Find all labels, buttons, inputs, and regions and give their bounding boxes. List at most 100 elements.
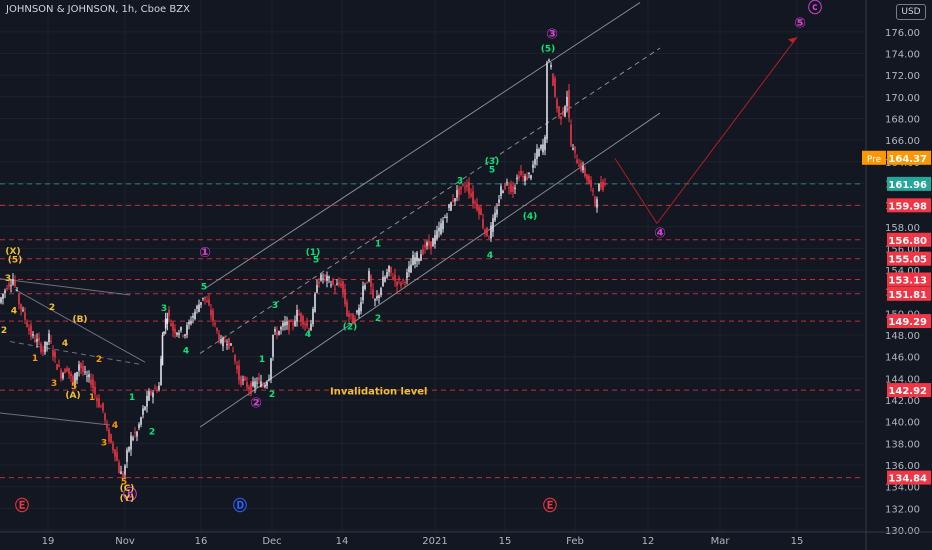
candle-body <box>520 170 522 176</box>
candle-body <box>182 335 184 337</box>
candle-body <box>552 73 554 86</box>
wave-label: 3 <box>5 274 11 284</box>
y-tick-label: 146.00 <box>885 353 920 364</box>
wave-label: (1) <box>306 248 321 258</box>
candle-body <box>572 148 574 150</box>
candle-body <box>98 398 100 408</box>
currency-button[interactable]: USD <box>896 4 926 20</box>
candle-body <box>24 312 26 320</box>
candle-body <box>360 302 362 312</box>
candle-body <box>434 234 436 245</box>
x-tick-label: 14 <box>336 536 349 547</box>
candle-body <box>290 321 292 323</box>
candle-body <box>548 59 550 61</box>
candle-body <box>356 310 358 313</box>
drawing-forecast <box>614 158 658 224</box>
candle-body <box>528 172 530 175</box>
candle-body <box>474 201 476 204</box>
candle-body <box>490 225 492 239</box>
candle-body <box>96 397 98 402</box>
candle-body <box>136 431 138 437</box>
wave-label: 2 <box>1 326 7 336</box>
candle-body <box>590 180 592 188</box>
candle-body <box>390 266 392 273</box>
candle-body <box>304 323 306 325</box>
candle-body <box>196 306 198 309</box>
candle-body <box>372 289 374 298</box>
candle-body <box>62 373 64 379</box>
candle-body <box>8 283 10 287</box>
wave-label: 5 <box>489 166 495 176</box>
candle-body <box>220 339 222 343</box>
candle-body <box>600 181 602 188</box>
candle-body <box>76 371 78 380</box>
y-tick-label: 140.00 <box>885 418 920 429</box>
price-tag <box>887 383 931 398</box>
wave-label: (A) <box>65 391 80 401</box>
wave-label: 1 <box>89 393 95 403</box>
drawing-old-channel-b <box>14 289 146 363</box>
price-tag-text: 134.84 <box>888 474 927 485</box>
candle-body <box>106 423 108 429</box>
candle-body <box>376 296 378 299</box>
candle-body <box>216 327 218 331</box>
candle-body <box>230 343 232 346</box>
wave-label: 1 <box>129 393 135 403</box>
candle-body <box>14 279 16 287</box>
candle-body <box>404 282 406 284</box>
candle-body <box>258 377 260 380</box>
y-tick-label: 156.00 <box>885 244 920 255</box>
candle-body <box>242 379 244 381</box>
candle-body <box>448 204 450 208</box>
candle-body <box>0 297 2 303</box>
candle-body <box>506 181 508 183</box>
candle-body <box>200 302 202 306</box>
candle-body <box>324 274 326 277</box>
wave-label: 5 <box>121 478 127 488</box>
y-tick-label: 136.00 <box>885 461 920 472</box>
candle-body <box>336 283 338 285</box>
candle-body <box>54 351 56 358</box>
candle-body <box>306 322 308 327</box>
candle-body <box>578 164 580 167</box>
candle-body <box>163 331 165 334</box>
price-tag-text: 161.96 <box>888 180 927 191</box>
candle-body <box>346 302 348 316</box>
candle-body <box>410 264 412 273</box>
candle-body <box>422 248 424 254</box>
candle-body <box>430 241 432 249</box>
candle-body <box>68 367 70 374</box>
candle-body <box>154 387 156 389</box>
candle-body <box>370 275 372 287</box>
candle-body <box>238 365 240 381</box>
candle-body <box>94 387 96 395</box>
candle-body <box>146 395 148 407</box>
x-tick-label: Dec <box>262 536 281 547</box>
candle-body <box>350 313 352 315</box>
candle-body <box>294 320 296 326</box>
price-tag <box>887 314 931 329</box>
candle-body <box>262 384 264 387</box>
candle-body <box>366 281 368 283</box>
candle-body <box>38 337 40 341</box>
candle-body <box>604 183 606 185</box>
y-tick-label: 170.00 <box>885 93 920 104</box>
candle-body <box>140 417 142 425</box>
y-tick-label: 176.00 <box>885 28 920 39</box>
forecast-arrowhead <box>788 37 797 44</box>
candle-body <box>544 136 546 151</box>
candle-body <box>460 186 462 190</box>
candle-body <box>562 110 564 116</box>
candle-body <box>516 177 518 180</box>
wave-label: 1 <box>32 354 38 364</box>
candle-body <box>408 266 410 273</box>
candle-body <box>192 315 194 318</box>
price-tag <box>887 470 931 485</box>
candle-body <box>264 384 266 388</box>
candle-body <box>28 328 30 331</box>
candle-body <box>176 332 178 335</box>
candle-body <box>560 116 562 120</box>
candle-body <box>502 190 504 193</box>
wave-label: 3 <box>101 439 107 449</box>
